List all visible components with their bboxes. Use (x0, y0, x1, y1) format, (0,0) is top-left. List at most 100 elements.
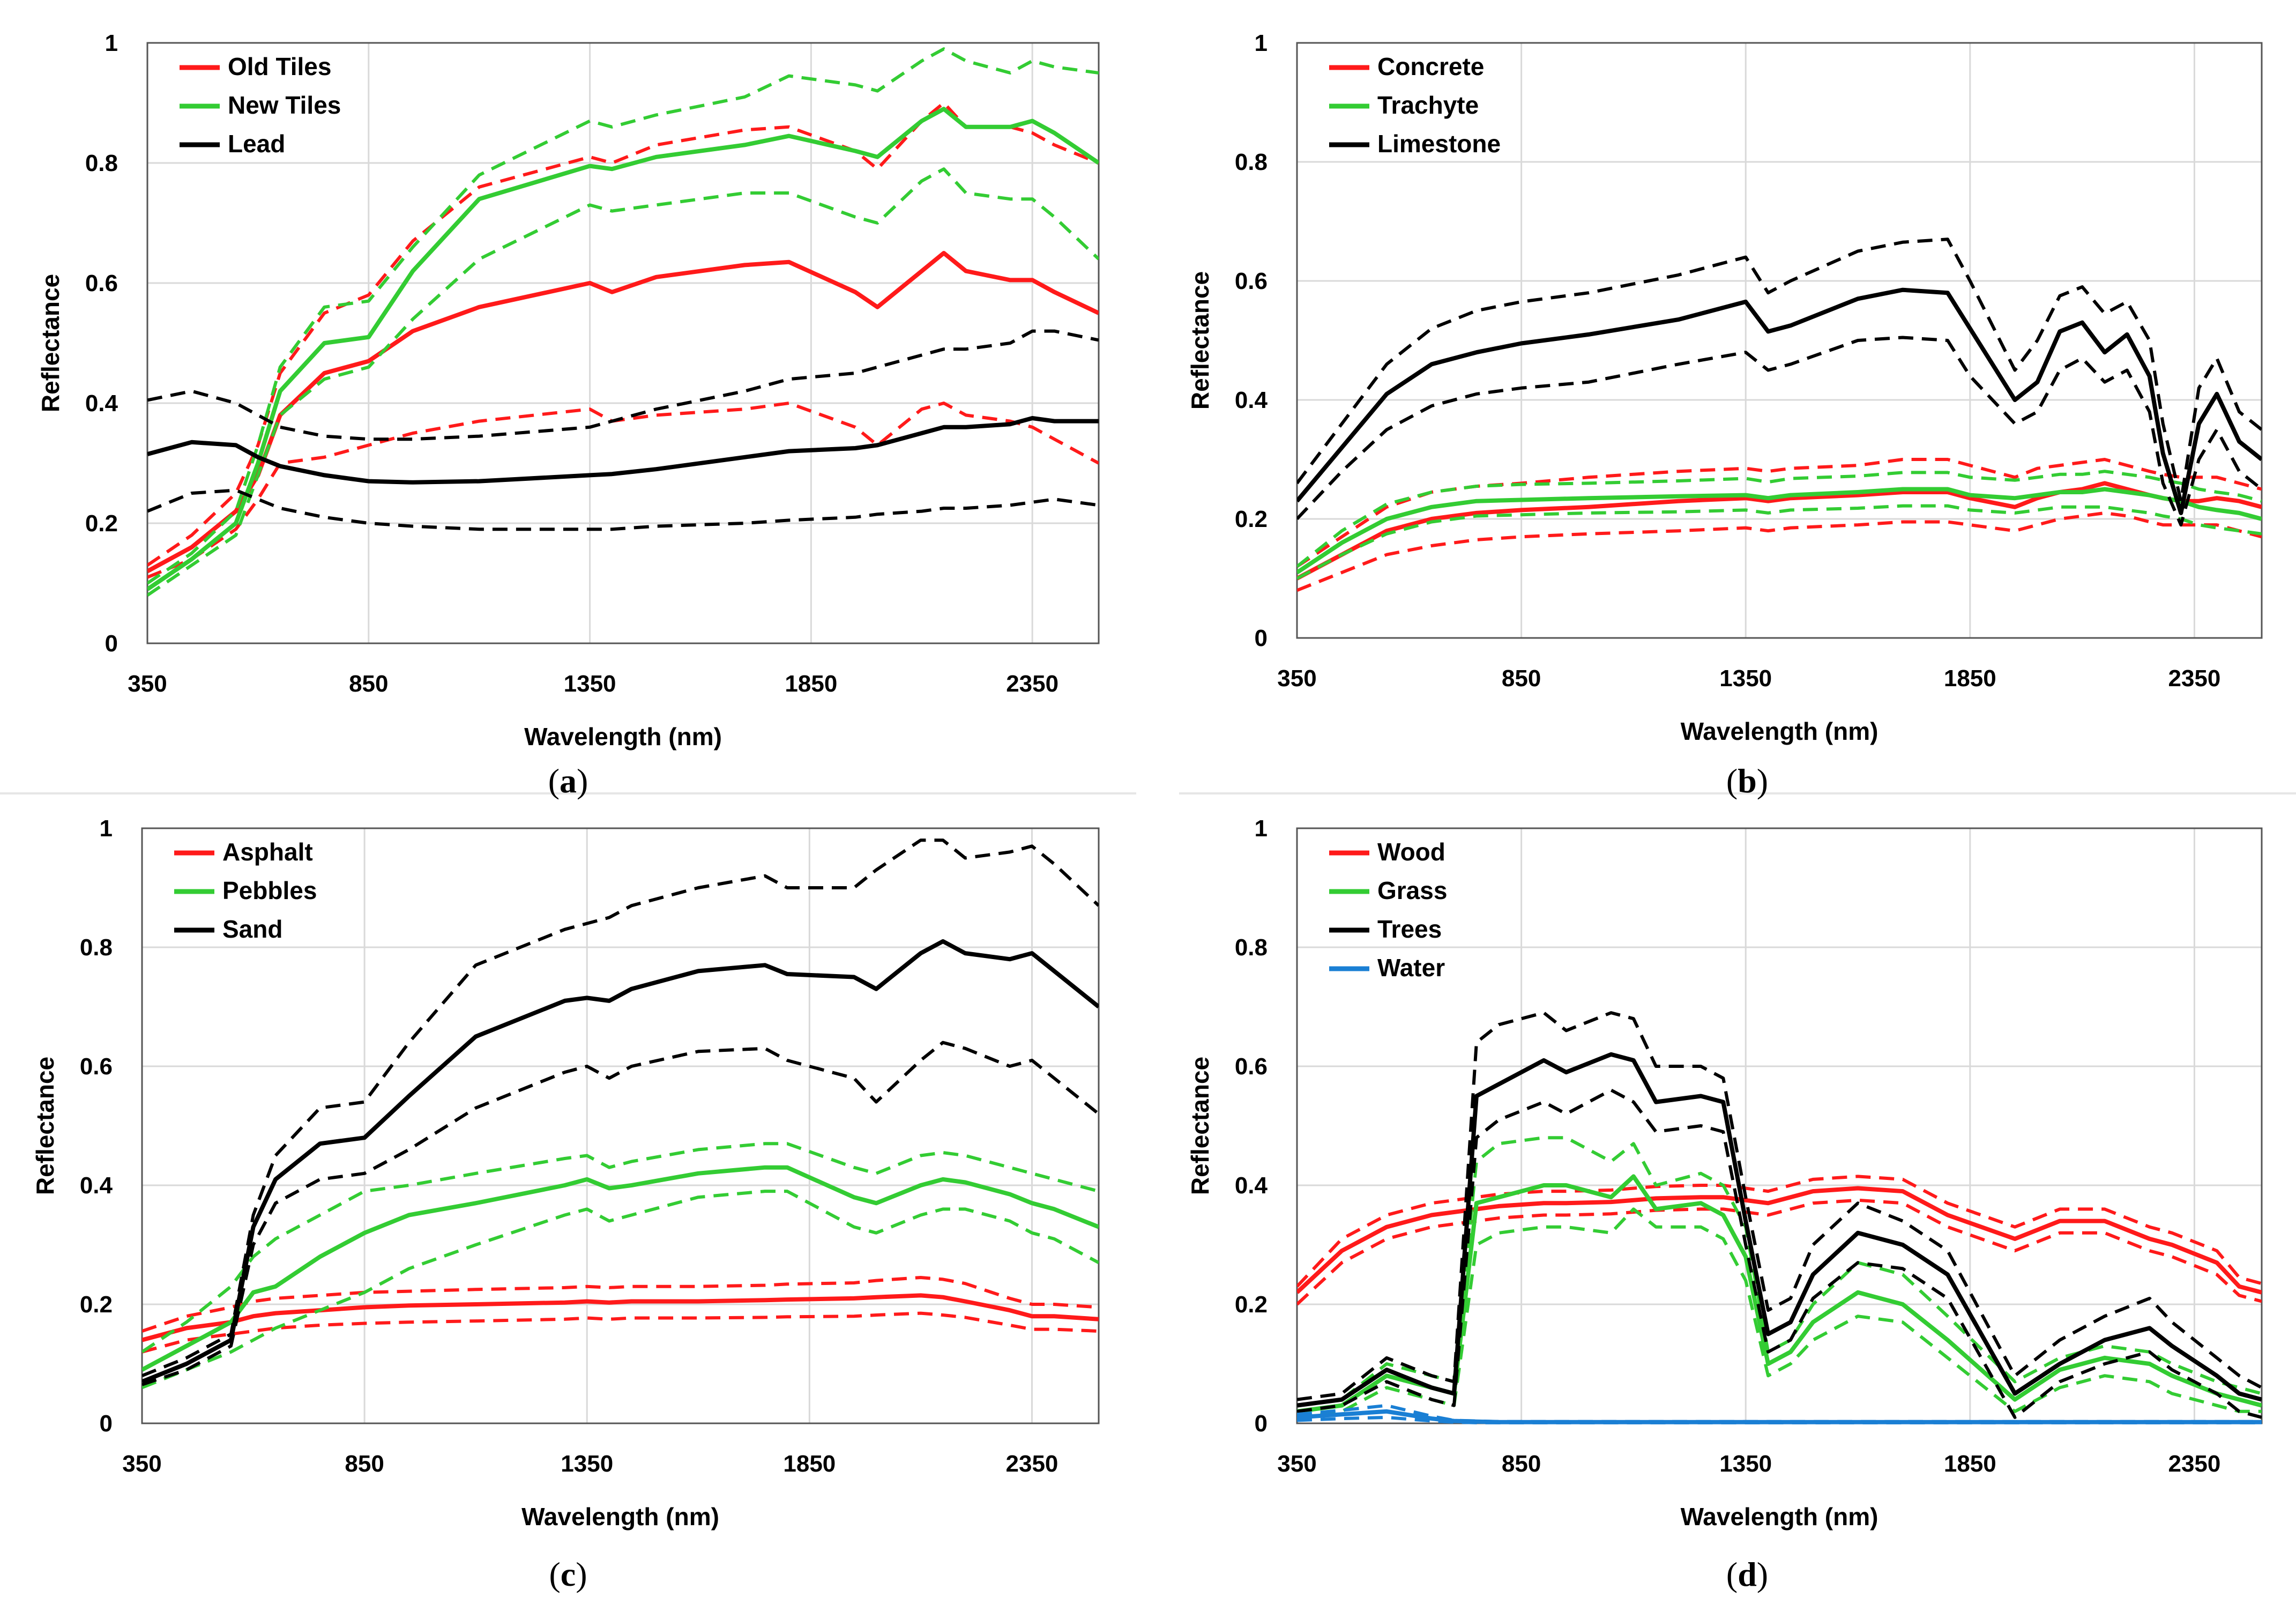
series-line-new-tiles-upper (147, 47, 1099, 585)
chart-panel-c: 350 850 1350 1850 2350 0 0.2 0.4 0.6 0.8 1 Waveleng… (0, 801, 1136, 1552)
series-line-grass-upper (1297, 1136, 2262, 1407)
chart-svg-d: 350 850 1350 1850 2350 0 0.2 0.4 0.6 0.8 1 Waveleng… (1186, 815, 2263, 1531)
legend: Asphalt Pebbles Sand (174, 838, 317, 943)
legend-label: Water (1377, 954, 1445, 982)
series-line-water (1297, 1409, 2262, 1424)
x-axis-label: Wavelength (nm) (521, 1503, 719, 1531)
x-tick-label: 2350 (1006, 1451, 1058, 1477)
x-tick-label: 350 (1277, 665, 1316, 692)
y-tick-label: 0.4 (1235, 1172, 1268, 1199)
x-tick-label: 1850 (1944, 1451, 1996, 1477)
series-line-limestone (1297, 287, 2262, 515)
series-line-trees-upper (1297, 1011, 2262, 1401)
y-axis-label: Reflectance (1186, 271, 1214, 410)
series-line-grass (1297, 1174, 2262, 1414)
y-tick-label: 0 (1255, 1410, 1268, 1437)
y-tick-label: 0.8 (1235, 934, 1268, 961)
series-line-wood (1297, 1186, 2262, 1295)
chart-svg-b: 350 850 1350 1850 2350 0 0.2 0.4 0.6 0.8 1 Waveleng… (1186, 30, 2263, 745)
legend-label: Pebbles (222, 877, 317, 904)
caption-d: (d) (1726, 1555, 1769, 1593)
series-line-lead-upper (147, 329, 1099, 441)
y-tick-label: 0.2 (85, 510, 118, 537)
y-tick-label: 0 (100, 1410, 113, 1437)
x-tick-label: 1350 (1719, 665, 1772, 692)
chart-panel-d: 350 850 1350 1850 2350 0 0.2 0.4 0.6 0.8 1 Waveleng… (1163, 801, 2296, 1552)
series-line-old-tiles-upper (147, 101, 1099, 567)
x-tick-label: 850 (1502, 1451, 1541, 1477)
legend: Old Tiles New Tiles Lead (180, 53, 341, 158)
series-line-trachyte (1297, 487, 2262, 575)
y-tick-label: 0.4 (80, 1172, 113, 1199)
series-line-new-tiles-lower (147, 167, 1099, 597)
y-tick-label: 0.8 (80, 934, 113, 961)
y-tick-label: 0.4 (85, 390, 118, 417)
x-tick-label: 2350 (1006, 671, 1058, 697)
plot-frame (146, 42, 1100, 644)
y-tick-label: 0.8 (85, 150, 118, 176)
y-tick-label: 0.2 (1235, 1291, 1268, 1318)
legend-label: Concrete (1377, 53, 1484, 80)
legend: Wood Grass Trees Water (1329, 838, 1447, 982)
series-line-lead (147, 416, 1099, 485)
plot-frame (141, 827, 1100, 1424)
caption-c: (c) (549, 1555, 587, 1593)
x-tick-label: 350 (122, 1451, 161, 1477)
x-tick-label: 1850 (1944, 665, 1996, 692)
series-line-pebbles (142, 1165, 1099, 1372)
x-axis-label: Wavelength (nm) (1681, 1503, 1878, 1531)
x-tick-label: 1850 (783, 1451, 836, 1477)
y-tick-label: 1 (100, 815, 113, 842)
panel-separator-h (0, 792, 1136, 794)
series-line-lead-lower (147, 488, 1099, 531)
y-tick-label: 0.6 (85, 270, 118, 296)
series-line-asphalt-upper (142, 1276, 1099, 1333)
x-tick-label: 850 (345, 1451, 384, 1477)
legend-label: Grass (1377, 877, 1447, 904)
y-tick-label: 0.6 (1235, 268, 1268, 294)
y-tick-label: 1 (1255, 30, 1268, 56)
x-tick-label: 850 (349, 671, 388, 697)
legend: Concrete Trachyte Limestone (1329, 53, 1501, 158)
series-line-trees (1297, 1052, 2262, 1408)
y-tick-label: 0.2 (1235, 506, 1268, 532)
series-line-old-tiles-lower (147, 402, 1099, 579)
legend-label: New Tiles (228, 91, 341, 119)
legend-label: Sand (222, 915, 282, 943)
series-line-sand (142, 939, 1099, 1384)
series-group (142, 838, 1099, 1390)
y-axis-label: Reflectance (36, 274, 64, 412)
caption-b: (b) (1726, 762, 1769, 800)
x-tick-label: 2350 (2168, 665, 2220, 692)
chart-svg-c: 350 850 1350 1850 2350 0 0.2 0.4 0.6 0.8 1 Waveleng… (31, 815, 1100, 1531)
y-axis-label: Reflectance (1186, 1057, 1214, 1195)
y-tick-label: 1 (105, 30, 118, 56)
series-group (147, 47, 1099, 597)
x-tick-label: 1350 (561, 1451, 613, 1477)
y-tick-label: 0.4 (1235, 387, 1268, 413)
series-line-trachyte-lower (1297, 504, 2262, 580)
series-line-limestone-lower (1297, 336, 2262, 527)
chart-panel-a: 350 850 1350 1850 2350 0 0.2 0.4 0.6 0.8 1 Waveleng… (0, 16, 1136, 767)
chart-svg-a: 350 850 1350 1850 2350 0 0.2 0.4 0.6 0.8 1 Waveleng… (36, 30, 1100, 751)
series-line-sand-lower (142, 1041, 1099, 1386)
y-tick-label: 0 (105, 630, 118, 657)
series-group (1297, 1011, 2262, 1424)
legend-label: Old Tiles (228, 53, 331, 80)
series-line-concrete-upper (1297, 458, 2262, 568)
x-tick-label: 1350 (1719, 1451, 1772, 1477)
caption-a: (a) (548, 762, 588, 800)
legend-label: Limestone (1377, 130, 1501, 158)
series-line-limestone-upper (1297, 237, 2262, 503)
series-line-wood-upper (1297, 1175, 2262, 1288)
y-tick-label: 0.6 (1235, 1053, 1268, 1080)
x-tick-label: 850 (1502, 665, 1541, 692)
x-tick-label: 350 (1277, 1451, 1316, 1477)
y-axis-label: Reflectance (31, 1057, 59, 1195)
y-tick-label: 0.6 (80, 1053, 113, 1080)
series-line-trees-lower (1297, 1088, 2262, 1419)
series-group (1297, 237, 2262, 592)
x-tick-label: 1850 (785, 671, 837, 697)
legend-label: Wood (1377, 838, 1445, 866)
legend-label: Lead (228, 130, 285, 158)
